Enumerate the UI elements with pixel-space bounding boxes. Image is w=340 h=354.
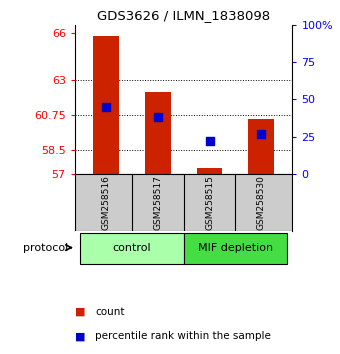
Title: GDS3626 / ILMN_1838098: GDS3626 / ILMN_1838098 xyxy=(97,9,270,22)
Bar xyxy=(197,168,222,174)
Text: count: count xyxy=(95,307,125,316)
Point xyxy=(155,114,160,120)
Text: ■: ■ xyxy=(75,307,85,316)
Bar xyxy=(93,36,119,174)
Text: ■: ■ xyxy=(75,331,85,341)
Bar xyxy=(80,233,184,264)
Text: MIF depletion: MIF depletion xyxy=(198,242,273,253)
Text: GSM258530: GSM258530 xyxy=(257,175,266,230)
Bar xyxy=(248,119,274,174)
Text: GSM258517: GSM258517 xyxy=(153,175,162,230)
Point xyxy=(207,138,212,144)
Text: GSM258515: GSM258515 xyxy=(205,175,214,230)
Point xyxy=(103,104,108,110)
Text: percentile rank within the sample: percentile rank within the sample xyxy=(95,331,271,341)
Point xyxy=(259,131,264,136)
Bar xyxy=(184,233,287,264)
Text: protocol: protocol xyxy=(23,242,68,253)
Text: GSM258516: GSM258516 xyxy=(101,175,110,230)
Text: control: control xyxy=(113,242,151,253)
Bar xyxy=(145,92,171,174)
